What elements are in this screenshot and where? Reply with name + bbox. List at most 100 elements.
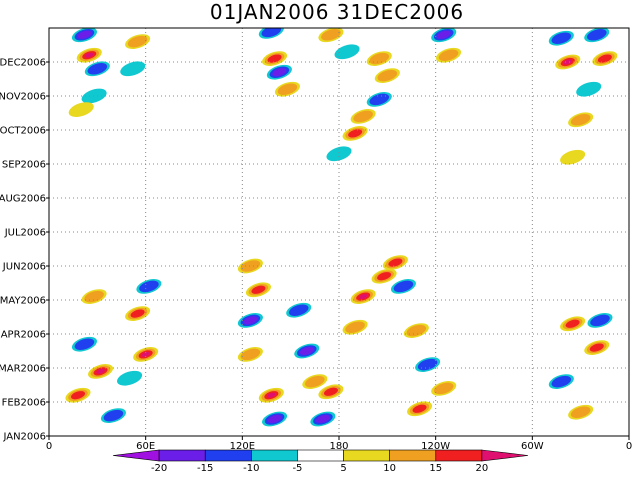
anomaly-blob <box>81 88 107 104</box>
anomaly-blob <box>65 387 91 403</box>
anomaly-blob <box>592 51 618 66</box>
anomaly-blob <box>262 51 288 66</box>
contour-level <box>130 309 145 318</box>
anomaly-blob <box>125 306 151 321</box>
colorbar-label: 10 <box>383 463 396 474</box>
y-tick-label: SEP2006 <box>2 160 46 171</box>
anomaly-blob <box>84 61 110 77</box>
contour-level <box>321 29 341 41</box>
anomaly-blob <box>390 279 416 294</box>
contour-level <box>590 314 610 327</box>
x-tick-label: 60E <box>136 441 155 452</box>
y-tick-label: JUL2006 <box>4 228 46 239</box>
contour-level <box>369 93 390 106</box>
x-tick-label: 0 <box>46 441 52 452</box>
contour-level <box>377 69 398 82</box>
contour-level <box>288 304 309 316</box>
contour-level <box>433 382 454 395</box>
contour-level <box>81 88 107 104</box>
y-tick-label: DEC2006 <box>0 58 46 69</box>
anomaly-blob <box>133 347 159 362</box>
anomaly-blob <box>374 68 400 83</box>
colorbar-label: -20 <box>151 463 167 474</box>
contour-level <box>87 63 108 75</box>
contour-level <box>570 406 591 418</box>
contour-level <box>326 146 352 162</box>
anomaly-blob <box>334 44 360 60</box>
anomaly-blob <box>431 381 457 396</box>
anomaly-blob <box>120 61 146 77</box>
contour-level <box>127 35 148 48</box>
contour-level <box>68 102 94 117</box>
contour-level <box>141 351 150 357</box>
contour-level <box>120 61 146 77</box>
anomaly-blob <box>88 364 114 379</box>
anomaly-blob <box>68 102 94 117</box>
anomaly-blob <box>245 282 271 298</box>
anomaly-blob <box>342 126 368 141</box>
anomaly-blob <box>548 30 574 46</box>
anomaly-field <box>65 28 618 427</box>
contour-level <box>240 348 261 361</box>
anomaly-blob <box>258 28 284 39</box>
contour-level <box>345 321 365 333</box>
x-tick-label: 60W <box>521 441 544 452</box>
anomaly-blob <box>294 343 320 359</box>
contour-level <box>438 49 459 61</box>
anomaly-blob <box>286 302 312 318</box>
contour-level <box>323 387 338 396</box>
anomaly-blob <box>136 279 162 294</box>
anomaly-blob <box>237 313 263 328</box>
anomaly-blob <box>568 112 594 128</box>
colorbar: -20 -15 -10 -5 5 10 15 20 <box>112 449 529 474</box>
contour-level <box>77 30 92 39</box>
contour-level <box>272 68 287 77</box>
anomaly-blob <box>407 401 433 417</box>
anomaly-blob <box>342 319 368 335</box>
contour-level <box>117 370 143 386</box>
contour-level <box>353 110 373 123</box>
y-tick-label: FEB2006 <box>2 398 46 409</box>
y-axis: JAN2006 FEB2006 MAR2006 APR2006 MAY2006 JUN20… <box>0 58 49 443</box>
anomaly-blob <box>237 258 263 274</box>
colorbar-swatch <box>435 449 483 462</box>
contour-level <box>139 280 159 293</box>
y-tick-label: JUN2006 <box>2 262 46 273</box>
anomaly-blob <box>568 404 594 420</box>
anomaly-blob <box>237 347 263 362</box>
contour-level <box>388 258 403 267</box>
grid-lines <box>49 28 629 436</box>
anomaly-blob <box>81 289 107 304</box>
contour-level <box>597 54 612 63</box>
anomaly-blob <box>71 28 97 43</box>
contour-level <box>334 44 360 60</box>
anomaly-blob <box>584 340 610 355</box>
colorbar-swatch <box>481 449 529 462</box>
anomaly-blob <box>318 384 344 400</box>
contour-level <box>576 81 602 97</box>
chart-title: 01JAN2006 31DEC2006 <box>210 0 464 24</box>
anomaly-blob <box>274 81 300 97</box>
contour-level <box>96 368 105 374</box>
y-tick-label: AUG2006 <box>0 194 46 205</box>
x-tick-label: 120E <box>230 441 255 452</box>
anomaly-blob <box>76 47 102 63</box>
y-tick-label: APR2006 <box>1 330 46 341</box>
contour-level <box>315 414 330 424</box>
x-axis: 0 60E 120E 180 120W 60W 0 <box>46 436 632 452</box>
contour-level <box>406 324 427 337</box>
colorbar-swatch <box>389 449 437 462</box>
anomaly-blob <box>266 64 292 80</box>
anomaly-blob <box>436 47 462 63</box>
contour-level <box>267 414 282 424</box>
contour-level <box>551 375 572 388</box>
anomaly-blob <box>71 336 97 352</box>
anomaly-blob <box>431 28 457 43</box>
colorbar-label: -10 <box>243 463 259 474</box>
contour-level <box>267 392 276 398</box>
contour-level <box>412 404 427 413</box>
contour-level <box>551 32 572 44</box>
anomaly-blob <box>262 411 288 427</box>
contour-level <box>587 29 607 41</box>
contour-level <box>417 358 438 371</box>
